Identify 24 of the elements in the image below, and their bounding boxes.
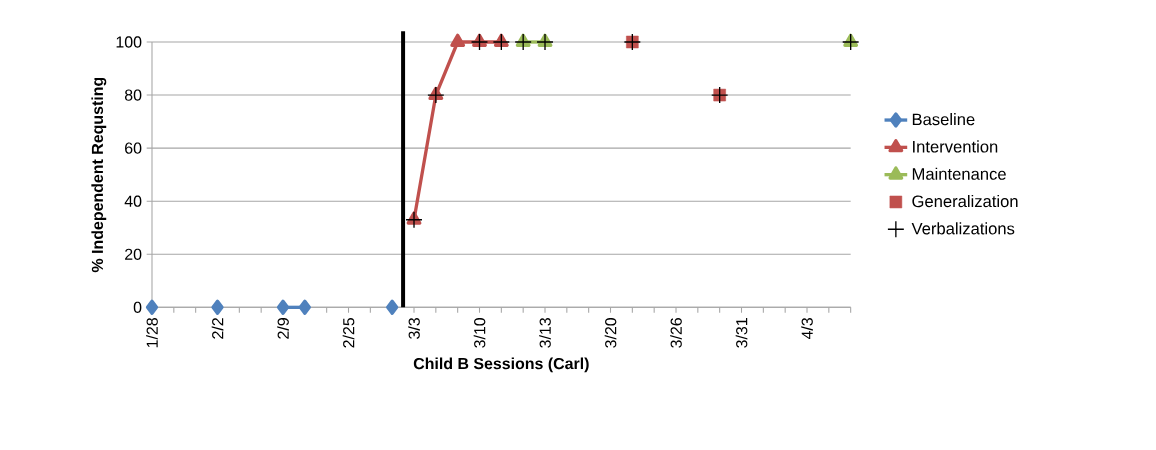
x-tick-label: 3/13: [539, 318, 551, 348]
legend-label: Maintenance: [912, 167, 1006, 180]
x-tick-label: 2/9: [277, 318, 289, 339]
x-tick-label: 3/10: [473, 317, 486, 348]
legend-label: Generalization: [912, 194, 1018, 208]
x-tick-label: 3/3: [408, 318, 420, 339]
x-tick-label: 2/2: [211, 318, 224, 339]
x-tick-label: 3/26: [670, 318, 682, 348]
y-tick-label: 20: [125, 248, 142, 260]
legend-label: Intervention: [913, 140, 998, 153]
x-tick-label: 3/31: [735, 318, 748, 348]
x-tick-label: 3/20: [604, 317, 617, 348]
y-tick-label: 0: [133, 301, 142, 313]
y-tick-label: 40: [124, 195, 142, 207]
y-tick-label: 60: [125, 142, 142, 154]
x-tick-label: 4/3: [801, 318, 813, 340]
y-tick-label: 100: [116, 36, 142, 48]
legend-label: Baseline: [912, 113, 975, 126]
x-tick-label: 1/28: [146, 318, 158, 348]
x-axis-title: Child B Sessions (Carl): [413, 357, 589, 373]
y-tick-label: 80: [124, 89, 142, 101]
x-tick-label: 2/25: [342, 318, 355, 348]
legend-label: Verbalizations: [911, 222, 1015, 235]
y-axis-title: % Independent Requsting: [91, 77, 107, 273]
